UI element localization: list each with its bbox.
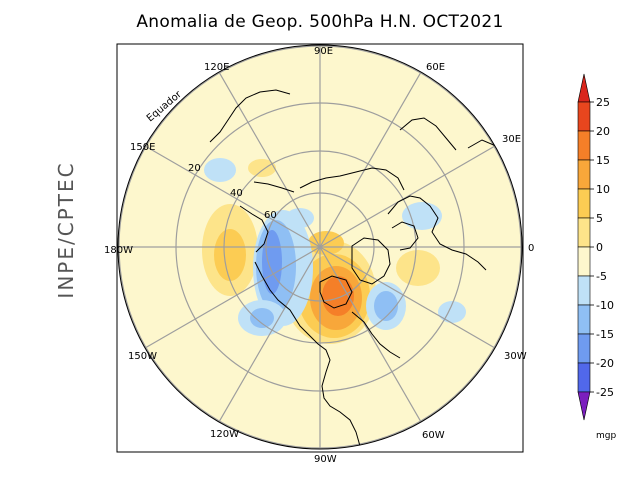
colorbar-band [577,304,591,335]
meridian-line [319,145,496,248]
colorbar-band [577,217,591,248]
colorbar-tick-label: 20 [596,125,610,138]
meridian-line [218,71,321,248]
map-title: Anomalia de Geop. 500hPa H.N. OCT2021 [136,12,504,32]
meridian-line [319,71,422,248]
colorbar-band [577,275,591,306]
lat-label-20: 20 [188,163,201,174]
coastline-hudson-bay [319,275,353,309]
lon-label-90e: 90E [314,46,333,57]
colorbar-tick-label: 15 [596,154,610,167]
lon-label-150w: 150W [128,351,157,362]
coastline-asia-north [299,167,405,191]
lon-label-60e: 60E [426,62,445,73]
anomaly-central-pacific-inner [214,229,246,281]
colorbar-tick-label: -20 [596,357,614,370]
colorbar-band [577,246,591,277]
colorbar-tick-label: -10 [596,299,614,312]
map-disc [118,45,522,449]
coastline-scandinavia [391,221,419,251]
anomaly-europe [396,250,440,286]
meridian-line [144,145,321,248]
coastline-europe [387,195,487,271]
coastline-india [399,117,457,151]
colorbar-band [577,130,591,161]
colorbar-tick-label: -25 [596,386,614,399]
lon-label-180w: 180W [104,245,133,256]
meridian-line [319,246,496,349]
coastline-north-america [254,261,361,447]
anomaly-siberia-negative [204,158,236,182]
map-border [117,44,523,450]
anomaly-eastern-canada-inner [374,291,398,321]
anomaly-arctic-negative [286,208,314,228]
coastline-siberia [253,181,295,193]
colorbar-band [577,362,591,393]
lon-label-90w: 90W [314,454,337,465]
lon-label-30e: 30E [502,134,521,145]
lon-label-60w: 60W [422,430,445,441]
colorbar-top-arrow [577,73,591,103]
meridian-line [319,246,422,423]
lon-label-0: 0 [528,243,534,254]
lon-label-120w: 120W [210,429,239,440]
map-frame [116,43,524,453]
colorbar-tick-label: 5 [596,212,603,225]
colorbar-band [577,101,591,132]
anomaly-gulf-alaska-inner [250,308,274,328]
coastline-east-asia [209,89,291,143]
meridian-line [144,246,321,349]
colorbar-band [577,333,591,364]
anomaly-scandinavia [402,202,442,230]
colorbar-tick-label: -5 [596,270,607,283]
anomaly-siberia-positive [248,159,276,177]
coastline-greenland [351,237,391,285]
colorbar: 25 20 15 10 5 0 -5 -10 -15 -20 -25 [577,73,614,421]
colorbar-tick-label: -15 [596,328,614,341]
colorbar-tick-label: 10 [596,183,610,196]
coastline-alaska [239,205,269,253]
lon-label-150e: 150E [130,142,155,153]
colorbar-bottom-arrow [577,391,591,421]
colorbar-tick-label: 0 [596,241,603,254]
meridian-lines [118,45,522,449]
lat-label-60: 60 [264,210,277,221]
lat-label-40: 40 [230,188,243,199]
longitude-labels: 0 30E 60E 90E 120E 150E 180W 150W 120W 9… [104,46,534,465]
colorbar-unit: mgp [596,431,616,441]
colorbar-band [577,159,591,190]
coastlines [209,89,505,447]
coastline-labrador [351,311,401,359]
meridian-line [218,246,321,423]
lon-label-30w: 30W [504,351,527,362]
anomaly-canada-core [322,276,354,316]
colorbar-band [577,188,591,219]
lon-label-120e: 120E [204,62,229,73]
colorbar-tick-label: 25 [596,96,610,109]
